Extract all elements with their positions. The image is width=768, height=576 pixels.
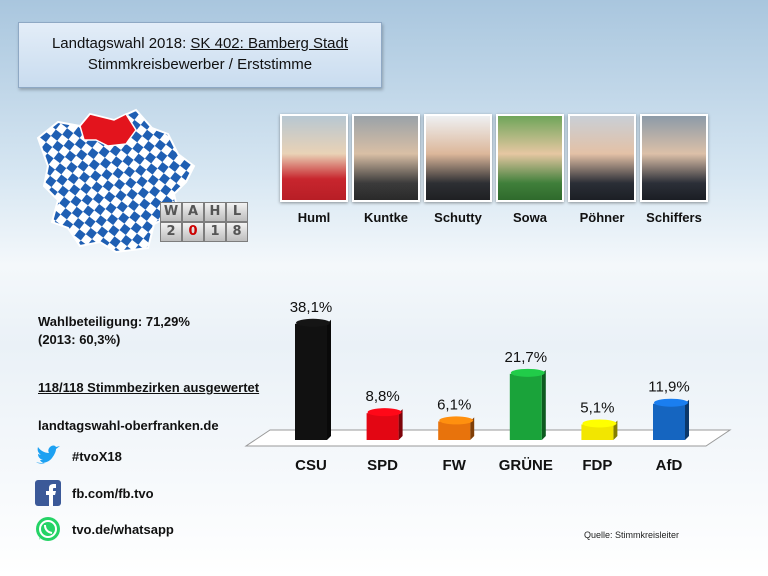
website-link[interactable]: landtagswahl-oberfranken.de	[38, 418, 219, 433]
candidate-photo	[352, 114, 420, 202]
twitter-handle: #tvoX18	[72, 448, 122, 464]
subtitle: Stimmkreisbewerber / Erststimme	[87, 56, 313, 73]
bar-side	[685, 399, 689, 440]
title-box: Landtagswahl 2018: SK 402: Bamberg Stadt…	[18, 22, 382, 88]
bar-top	[582, 419, 617, 428]
logo-tile: A	[182, 202, 204, 222]
logo-tile: 2	[160, 222, 182, 242]
category-label: CSU	[295, 457, 327, 474]
data-label: 8,8%	[365, 388, 399, 405]
data-label: 11,9%	[648, 379, 689, 396]
facebook-link: fb.com/fb.tvo	[72, 485, 154, 501]
logo-tile-checked: 0	[182, 222, 204, 242]
bar	[509, 373, 542, 440]
title-prefix: Landtagswahl 2018:	[51, 35, 187, 52]
title-district: SK 402: Bamberg Stadt	[190, 35, 349, 52]
candidate-photo	[280, 114, 348, 202]
data-label: 38,1%	[290, 299, 333, 316]
logo-tile: 1	[204, 222, 226, 242]
logo-tile: H	[204, 202, 226, 222]
bar-side	[327, 319, 331, 440]
bar	[295, 323, 327, 440]
candidate-name: Schutty	[434, 210, 482, 225]
candidate-photo	[496, 114, 564, 202]
logo-tile: 8	[226, 222, 248, 242]
data-label: 5,1%	[580, 399, 614, 416]
category-label: AfD	[656, 457, 683, 474]
whatsapp-icon	[36, 517, 60, 541]
bar-top	[439, 416, 474, 425]
whatsapp-row[interactable]: tvo.de/whatsapp	[34, 515, 174, 543]
category-label: GRÜNE	[499, 457, 553, 474]
candidate-name: Huml	[297, 210, 331, 225]
counted-status: 118/118 Stimmbezirken ausgewertet	[38, 380, 260, 395]
turnout-previous: (2013: 60,3%)	[38, 332, 121, 347]
bar	[581, 424, 614, 440]
candidate-name: Pöhner	[579, 210, 625, 225]
bavaria-map-icon	[36, 108, 196, 254]
candidate-card: Schutty	[424, 114, 492, 225]
bar-side	[470, 417, 475, 440]
bavaria-map: W A H L 2 0 1 8	[18, 100, 258, 260]
candidate-card: Kuntke	[352, 114, 420, 225]
twitter-icon	[36, 445, 60, 464]
bar	[653, 403, 685, 440]
logo-tile: W	[160, 202, 182, 222]
source-note: Quelle: Stimmkreisleiter	[584, 530, 680, 540]
category-label: FDP	[582, 457, 612, 474]
bar-top	[367, 408, 402, 417]
bar-top	[510, 368, 545, 377]
twitter-row[interactable]: #tvoX18	[34, 442, 122, 470]
candidate-card: Pöhner	[568, 114, 636, 225]
candidate-photo	[640, 114, 708, 202]
bar-side	[541, 369, 546, 440]
candidate-name: Schiffers	[646, 210, 702, 225]
bar	[366, 413, 399, 440]
bar-top	[654, 398, 688, 407]
candidate-card: Huml	[280, 114, 348, 225]
data-label: 21,7%	[505, 349, 548, 366]
facebook-icon	[35, 480, 61, 506]
category-label: SPD	[367, 457, 398, 474]
category-label: FW	[443, 457, 467, 474]
title-line: Landtagswahl 2018: SK 402: Bamberg Stadt	[19, 35, 381, 52]
candidate-card: Schiffers	[640, 114, 708, 225]
candidate-photo	[568, 114, 636, 202]
bar-side	[613, 420, 618, 440]
bar-side	[398, 409, 403, 440]
logo-tile: L	[226, 202, 248, 222]
facebook-row[interactable]: fb.com/fb.tvo	[34, 479, 154, 507]
turnout: Wahlbeteiligung: 71,29%	[38, 314, 190, 329]
bar	[438, 421, 471, 440]
candidate-card: Sowa	[496, 114, 564, 225]
whatsapp-link: tvo.de/whatsapp	[72, 521, 174, 537]
candidate-name: Kuntke	[363, 210, 409, 225]
data-label: 6,1%	[437, 396, 471, 413]
bar-top	[296, 318, 330, 327]
candidate-name: Sowa	[513, 210, 547, 225]
candidate-photo	[424, 114, 492, 202]
